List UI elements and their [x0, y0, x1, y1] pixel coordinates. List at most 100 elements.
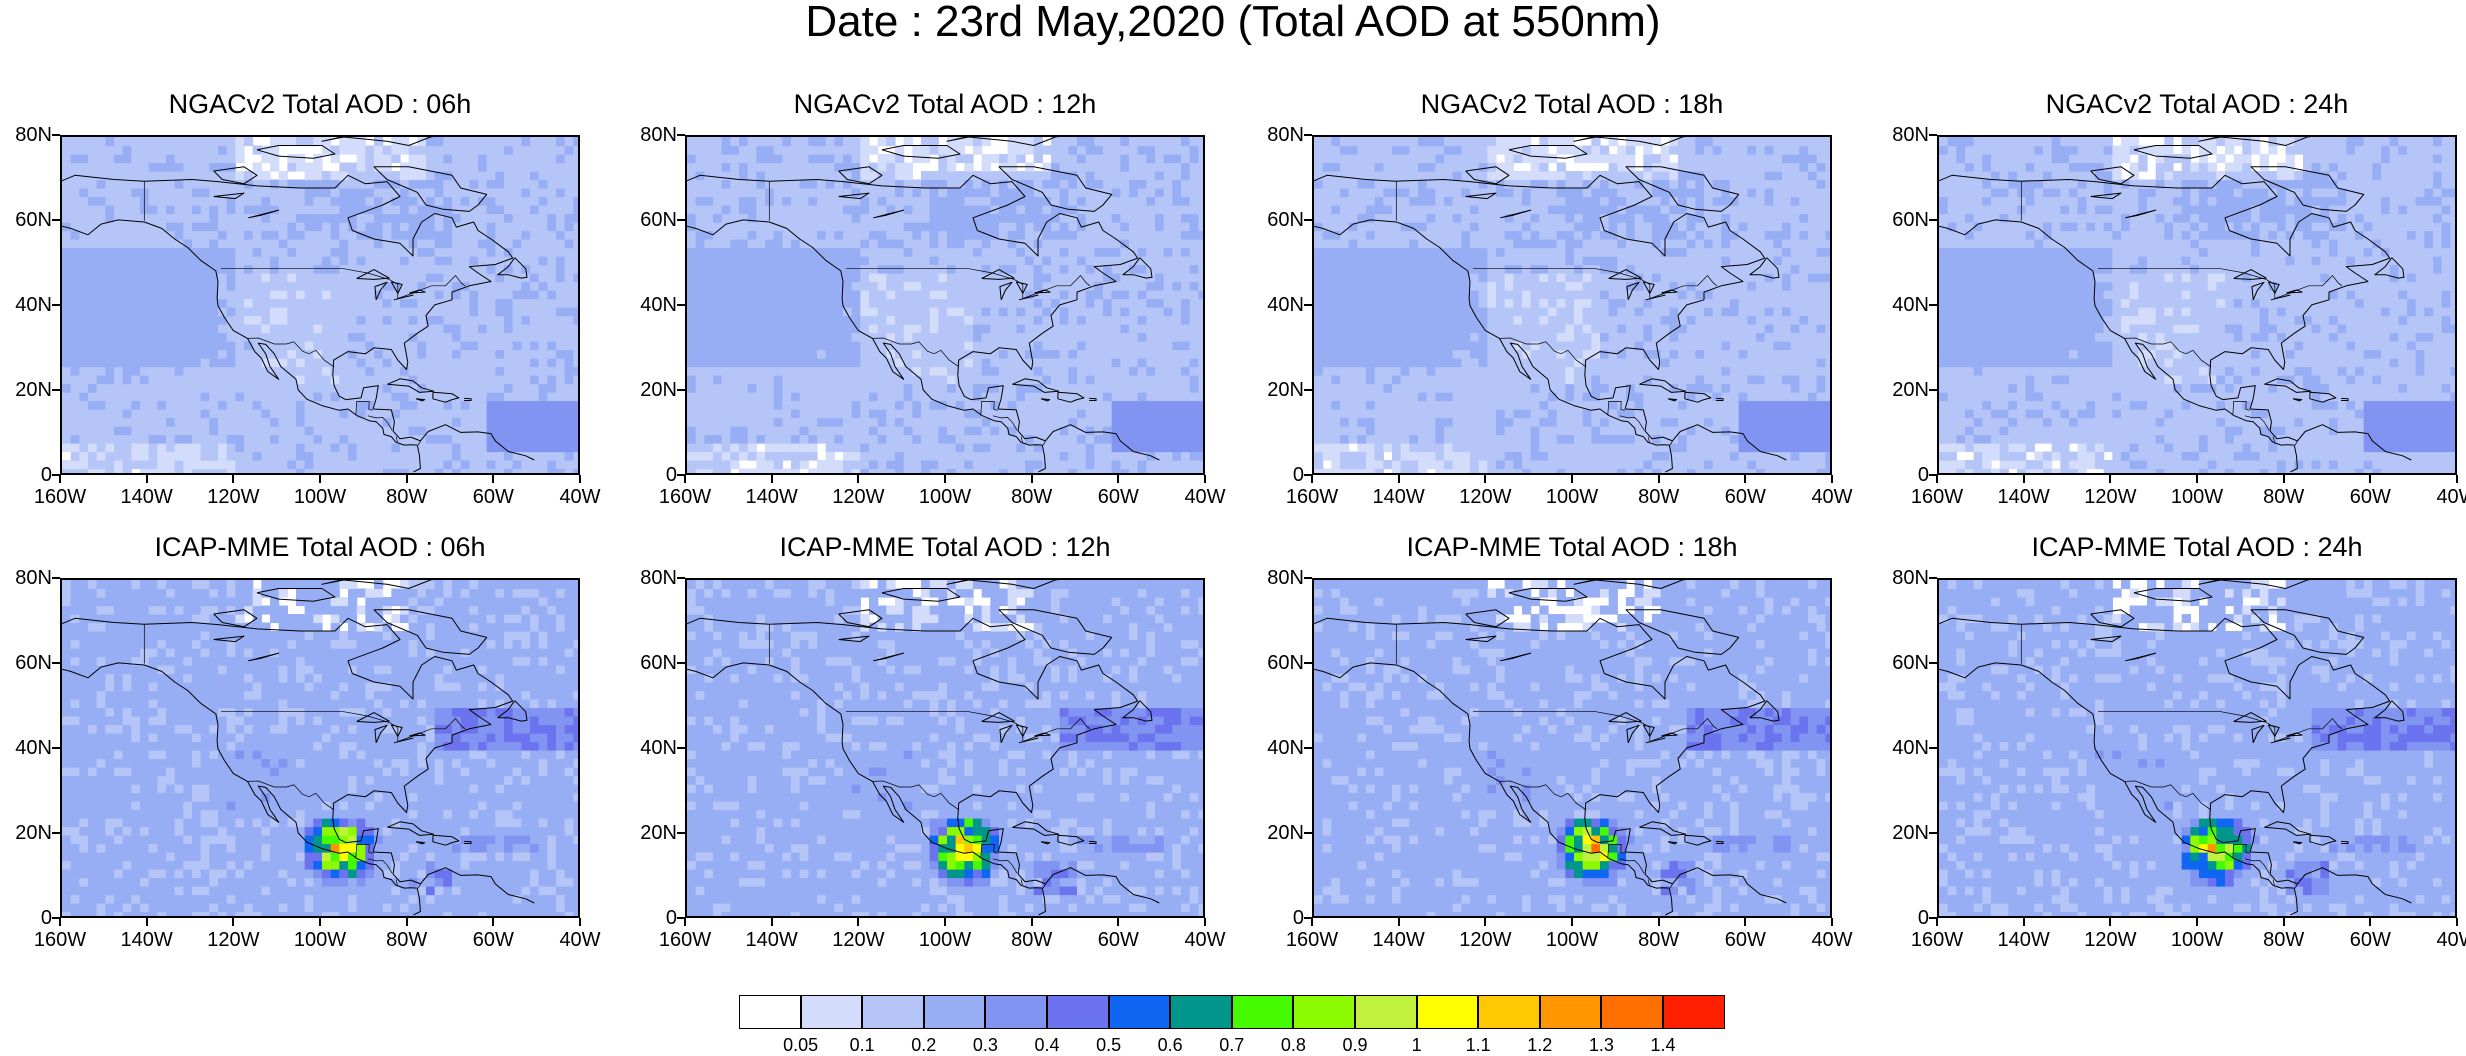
lat-tick-label: 80N [1892, 567, 1929, 589]
lat-tick-label: 80N [640, 124, 677, 146]
lat-tick [1929, 134, 1937, 136]
lon-tick-label: 100W [293, 486, 347, 508]
coastlines [1939, 137, 2412, 473]
lon-tick [2022, 918, 2025, 926]
lat-tick-label: 20N [15, 379, 52, 401]
colorbar-swatch [1663, 995, 1725, 1029]
lon-tick [2022, 475, 2025, 483]
coastlines [687, 137, 1160, 473]
colorbar-swatch [1108, 995, 1171, 1029]
aod-grid-cells [687, 137, 1203, 473]
lat-tick [1304, 747, 1312, 749]
lon-tick [579, 475, 581, 483]
colorbar-level-label: 1.4 [1650, 1035, 1676, 1055]
lon-tick-label: 60W [472, 929, 514, 951]
lon-tick-label: 40W [2436, 929, 2466, 951]
lon-tick-label: 100W [918, 486, 972, 508]
lat-tick [52, 389, 60, 391]
lat-tick [1929, 304, 1937, 306]
lat-tick [1304, 917, 1312, 919]
lat-tick-label: 40N [1267, 294, 1304, 316]
aod-map [60, 135, 580, 475]
lon-tick [405, 918, 408, 926]
lat-tick [677, 134, 685, 136]
lon-tick-label: 120W [207, 486, 260, 508]
lon-tick-label: 80W [1011, 486, 1053, 508]
colorbar-level-label: 0.9 [1342, 1035, 1368, 1055]
lat-tick-label: 80N [1892, 124, 1929, 146]
colorbar-level-label: 1.1 [1465, 1035, 1491, 1055]
aod-field-svg [1939, 137, 2455, 473]
lon-tick-label: 100W [2170, 486, 2224, 508]
lat-tick-label: 0 [40, 907, 52, 929]
lat-tick-label: 60N [1267, 209, 1304, 231]
lon-tick-label: 140W [745, 486, 798, 508]
lat-tick [1929, 747, 1937, 749]
lon-tick-label: 80W [2263, 929, 2305, 951]
colorbar-swatch [1293, 995, 1355, 1029]
lon-tick [1657, 475, 1660, 483]
lon-tick-label: 60W [1097, 486, 1139, 508]
colorbar-level-label: 0.1 [849, 1035, 875, 1055]
lon-tick-label: 120W [832, 929, 885, 951]
lon-tick-label: 80W [1638, 486, 1680, 508]
lat-tick-label: 40N [1892, 294, 1929, 316]
lon-tick-label: 120W [207, 929, 260, 951]
lon-tick [2456, 475, 2458, 483]
lon-tick [944, 475, 946, 483]
lat-tick [1929, 219, 1937, 221]
lon-tick-label: 160W [1910, 486, 1964, 508]
political-borders [143, 624, 466, 889]
lon-tick [59, 918, 61, 926]
lon-tick [1484, 918, 1487, 926]
lon-tick [2196, 918, 2198, 926]
colorbar-swatch [985, 995, 1047, 1029]
lon-tick [232, 918, 235, 926]
lon-tick-label: 40W [1811, 486, 1853, 508]
lat-tick-label: 20N [15, 822, 52, 844]
lon-tick-label: 120W [2084, 486, 2137, 508]
lon-tick [1571, 918, 1573, 926]
panel-title: ICAP-MME Total AOD : 18h [1406, 532, 1738, 562]
lon-tick [1397, 475, 1400, 483]
lon-tick [2369, 475, 2372, 483]
lon-tick [1204, 475, 1206, 483]
aod-map [1312, 135, 1832, 475]
lat-tick-label: 80N [1267, 124, 1304, 146]
lat-tick [1304, 134, 1312, 136]
lon-tick [1936, 475, 1938, 483]
lat-tick [1304, 577, 1312, 579]
lat-tick-label: 20N [1892, 822, 1929, 844]
lon-tick-label: 120W [2084, 929, 2137, 951]
lon-tick [1744, 918, 1747, 926]
lon-tick [1311, 918, 1313, 926]
lat-tick-label: 40N [15, 737, 52, 759]
aod-field-svg [62, 580, 578, 916]
lat-tick-label: 0 [665, 907, 677, 929]
aod-field-svg [687, 580, 1203, 916]
figure-title: Date : 23rd May,2020 (Total AOD at 550nm… [805, 0, 1661, 46]
lon-tick [1397, 918, 1400, 926]
lon-tick-label: 40W [2436, 486, 2466, 508]
lon-tick [770, 475, 773, 483]
lon-tick-label: 140W [1997, 929, 2050, 951]
map-panel-ngacv2-24h: NGACv2 Total AOD : 24h 80N 60N 40N 20N 0 160W 1… [1892, 89, 2466, 507]
panel-title: ICAP-MME Total AOD : 06h [154, 532, 486, 562]
lon-tick-label: 40W [559, 486, 601, 508]
lon-tick-label: 140W [745, 929, 798, 951]
lat-tick [1304, 219, 1312, 221]
colorbar-level-label: 0.3 [972, 1035, 998, 1055]
colorbar-level-label: 0.2 [911, 1035, 937, 1055]
lon-tick [2109, 918, 2112, 926]
lon-tick [1311, 475, 1313, 483]
lon-tick-label: 160W [1285, 929, 1339, 951]
lon-tick [492, 918, 495, 926]
lat-tick-label: 40N [640, 294, 677, 316]
lon-tick-label: 120W [832, 486, 885, 508]
lat-tick-label: 60N [1892, 652, 1929, 674]
map-panel-ngacv2-12h: NGACv2 Total AOD : 12h 80N 60N 40N 20N 0 160W 1… [640, 89, 1225, 507]
aod-map [1937, 135, 2457, 475]
aod-map [685, 578, 1205, 918]
lat-tick-label: 40N [15, 294, 52, 316]
lat-tick-label: 20N [1892, 379, 1929, 401]
